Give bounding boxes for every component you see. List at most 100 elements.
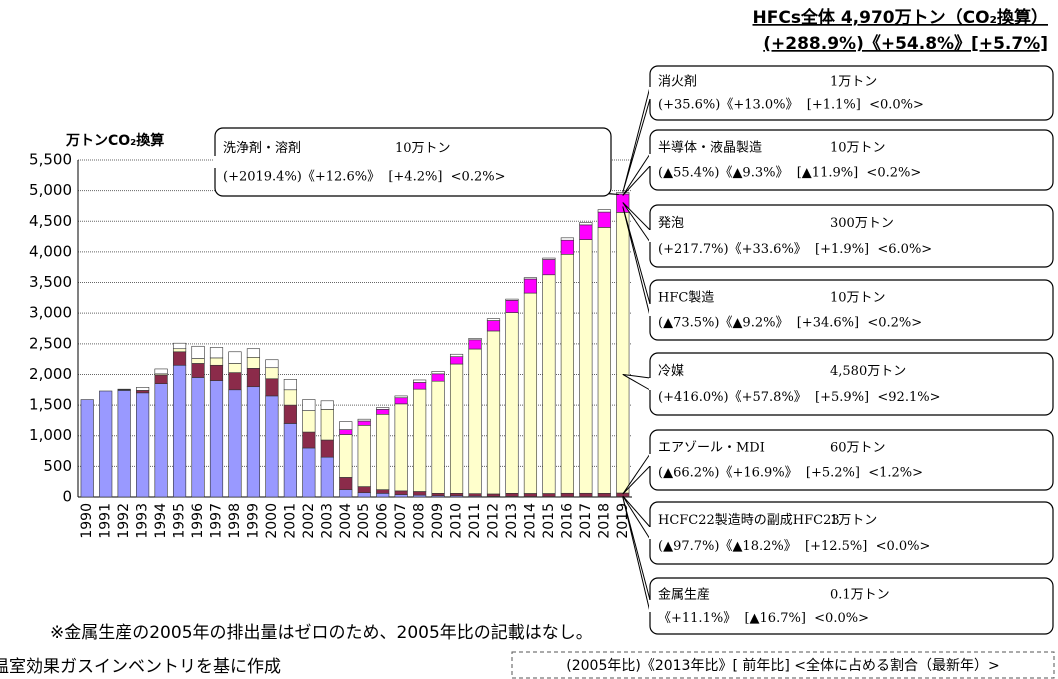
bar-segment — [265, 395, 279, 498]
bar-segment — [283, 379, 297, 391]
bar-segment — [376, 409, 390, 415]
callout-detail: (▲73.5%)《▲9.2%》 [+34.6%] <0.2%> — [658, 316, 922, 331]
callout-amount: 4,580万トン — [830, 364, 906, 379]
callout-pointer — [622, 86, 651, 193]
bar-segment — [357, 420, 371, 426]
bar-segment — [228, 372, 242, 391]
callout-amount: 1万トン — [830, 513, 877, 528]
bar-segment — [136, 392, 150, 498]
callout-pointer — [622, 373, 651, 391]
bar-segment — [431, 493, 445, 497]
bar-segment — [376, 489, 390, 494]
bar-segment — [209, 380, 224, 498]
bar-segment — [505, 493, 519, 497]
bar-segment — [468, 348, 482, 494]
bar-segment — [154, 374, 168, 384]
bar-segment — [579, 224, 593, 240]
bar-segment — [616, 192, 630, 195]
bar-segment — [449, 493, 464, 497]
bar-segment — [117, 388, 131, 391]
callout-name: 消火剤 — [658, 74, 697, 90]
bar-segment — [172, 342, 187, 350]
y-tick-label: 4,500 — [29, 212, 72, 230]
bar-segment — [283, 423, 297, 498]
bar-segment — [542, 493, 556, 497]
bar-segment — [117, 390, 131, 498]
x-tick-label: 2010 — [449, 503, 465, 539]
callout-name: 冷媒 — [658, 364, 684, 379]
bar-segment — [431, 371, 445, 375]
callout-pointer — [622, 495, 651, 540]
bar-segment — [191, 377, 205, 498]
callout-detail: (+2019.4%)《+12.6%》 [+4.2%] <0.2%> — [223, 169, 505, 184]
callout-pointer — [622, 153, 651, 196]
bar-segment — [302, 431, 316, 449]
bar-segment — [191, 363, 205, 378]
bar-segment — [560, 239, 574, 255]
callout-amount: 10万トン — [395, 141, 451, 156]
bar-segment — [302, 410, 316, 433]
bar-segment — [302, 399, 316, 411]
bar-segment — [172, 348, 187, 353]
bar-segment — [597, 227, 611, 494]
callout-detail: (▲55.4%)《▲9.3%》 [▲11.9%] <0.2%> — [658, 166, 921, 181]
y-tick-label: 2,500 — [29, 334, 72, 352]
bar-segment — [320, 439, 334, 458]
x-tick-label: 1993 — [135, 503, 151, 539]
x-tick-label: 1998 — [227, 503, 243, 539]
bar-segment — [579, 239, 593, 494]
callout-name: 金属生産 — [658, 586, 710, 602]
bar-segment — [265, 378, 279, 397]
bar-segment — [357, 418, 371, 422]
bar-segment — [172, 364, 187, 498]
bar-segment — [449, 356, 464, 365]
y-tick-label: 5,500 — [29, 151, 72, 169]
bar-segment — [228, 351, 242, 364]
bar-segment — [154, 368, 168, 375]
bar-segment — [357, 492, 371, 498]
bar-segment — [449, 353, 464, 357]
y-tick-label: 1,500 — [29, 396, 72, 414]
bar-segment — [579, 492, 593, 497]
callout-detail: (▲97.7%)《▲18.2%》 [+12.5%] <0.0%> — [658, 539, 930, 554]
callout-amount: 0.1万トン — [830, 587, 890, 602]
bar-segment — [394, 490, 408, 495]
x-tick-label: 2012 — [486, 503, 502, 539]
bar-segment — [560, 253, 574, 494]
callout-box — [649, 279, 1054, 341]
callout-amount: 60万トン — [830, 441, 886, 456]
callout-detail: (+35.6%)《+13.0%》 [+1.1%] <0.0%> — [658, 97, 924, 112]
callout-name: HFC製造 — [658, 291, 714, 306]
callout-name: 半導体・液晶製造 — [658, 141, 762, 156]
bar-segment — [486, 318, 501, 321]
callout-box — [214, 127, 612, 197]
x-tick-label: 2006 — [375, 503, 391, 539]
bar-segment — [413, 382, 427, 390]
x-tick-label: 2005 — [356, 503, 372, 539]
x-tick-label: 1997 — [209, 503, 225, 539]
bar-segment — [209, 357, 224, 366]
bar-segment — [339, 421, 353, 430]
x-tick-label: 2003 — [319, 503, 335, 539]
bar-segment — [394, 395, 408, 399]
callout-detail: (+416.0%)《+57.8%》 [+5.9%] <92.1%> — [658, 390, 940, 405]
bar-segment — [376, 407, 390, 410]
bar-segment — [505, 312, 519, 494]
bar-segment — [191, 358, 205, 364]
callout-box — [649, 129, 1054, 191]
bar-segment — [413, 491, 427, 496]
source: 温室効果ガスインベントリを基に作成 — [0, 657, 281, 677]
bar-segment — [209, 364, 224, 381]
x-tick-label: 1996 — [190, 503, 206, 539]
callout-name: HCFC22製造時の副成HFC23 — [658, 513, 840, 528]
bar-segment — [394, 403, 408, 492]
x-tick-label: 1992 — [116, 503, 132, 539]
callout-pointer — [622, 202, 651, 243]
y-tick-label: 1,000 — [29, 426, 72, 444]
bar-segment — [228, 363, 242, 373]
x-tick-label: 2000 — [264, 503, 280, 539]
x-tick-label: 2008 — [412, 503, 428, 539]
bar-segment — [339, 489, 353, 498]
bar-segment — [542, 257, 556, 260]
